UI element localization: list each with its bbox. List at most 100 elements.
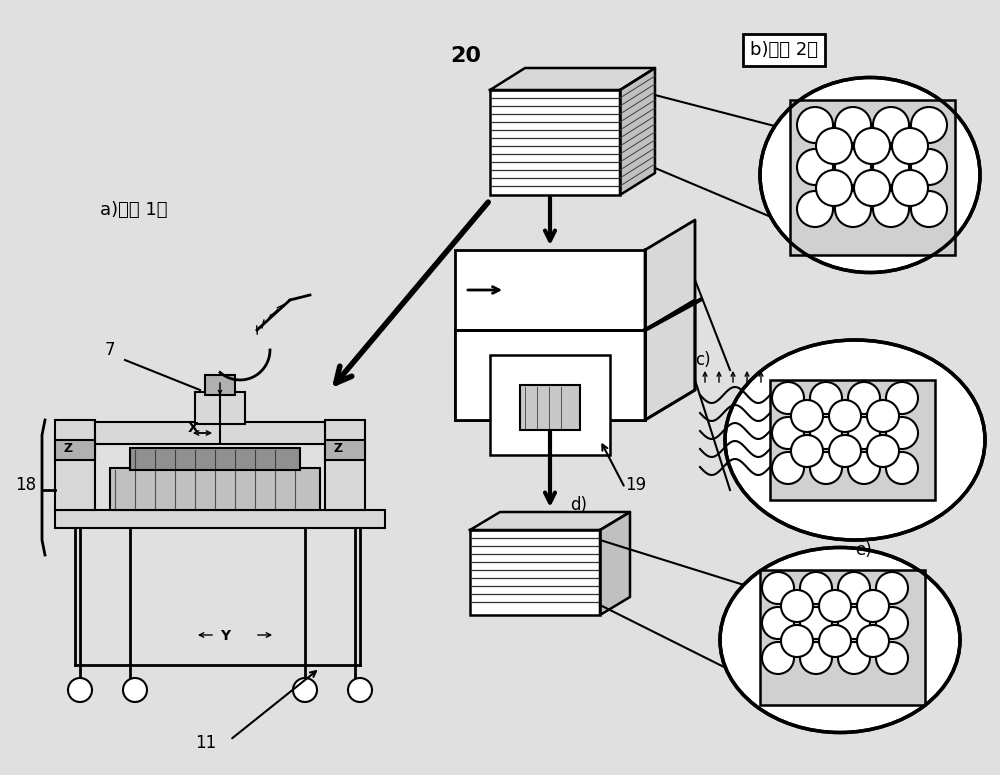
Polygon shape [490,68,655,90]
Circle shape [797,107,833,143]
Circle shape [835,149,871,185]
Text: Z: Z [333,442,342,455]
Circle shape [848,382,880,414]
Text: d): d) [570,496,587,514]
Bar [55,510,385,528]
Bar [110,468,320,510]
Circle shape [123,678,147,702]
Polygon shape [600,512,630,615]
Circle shape [791,400,823,432]
Text: 18: 18 [15,476,36,494]
Circle shape [838,607,870,639]
Circle shape [772,382,804,414]
Circle shape [810,417,842,449]
Bar [205,375,235,395]
Bar [55,420,95,510]
Circle shape [762,607,794,639]
Circle shape [829,435,861,467]
Bar [455,330,645,420]
Circle shape [848,452,880,484]
Text: 11: 11 [195,734,216,752]
Circle shape [810,382,842,414]
Bar [490,355,610,455]
Circle shape [911,149,947,185]
Text: 20: 20 [450,46,481,66]
Circle shape [829,400,861,432]
Circle shape [797,191,833,227]
Circle shape [762,572,794,604]
Bar [490,90,620,195]
Circle shape [348,678,372,702]
Bar [455,250,645,420]
Circle shape [911,191,947,227]
Ellipse shape [725,340,985,540]
Ellipse shape [760,78,980,273]
Circle shape [816,128,852,164]
Circle shape [854,128,890,164]
Bar [130,448,300,470]
Circle shape [772,417,804,449]
Circle shape [911,107,947,143]
Polygon shape [620,68,655,195]
Bar [760,570,925,705]
Text: Y: Y [220,629,230,643]
Circle shape [857,625,889,657]
Circle shape [838,572,870,604]
Circle shape [800,607,832,639]
Text: 19: 19 [625,476,646,494]
Circle shape [800,642,832,674]
Circle shape [293,678,317,702]
Circle shape [892,170,928,206]
Bar [325,420,365,510]
Circle shape [781,625,813,657]
Circle shape [854,170,890,206]
Circle shape [791,435,823,467]
Bar [95,422,325,444]
Circle shape [873,191,909,227]
Circle shape [867,400,899,432]
Bar [195,392,245,424]
Circle shape [68,678,92,702]
Circle shape [873,149,909,185]
Text: b)阶段 2：: b)阶段 2： [750,41,818,59]
Polygon shape [470,512,630,530]
Circle shape [876,607,908,639]
Circle shape [886,417,918,449]
Circle shape [892,128,928,164]
Circle shape [848,417,880,449]
Circle shape [772,452,804,484]
Circle shape [886,452,918,484]
Bar [55,440,95,460]
Circle shape [876,572,908,604]
Text: a)阶段 1：: a)阶段 1： [100,201,168,219]
Text: e): e) [855,541,872,559]
Circle shape [810,452,842,484]
Circle shape [835,107,871,143]
Circle shape [781,590,813,622]
Text: Z: Z [63,442,72,455]
Bar [325,440,365,460]
Circle shape [886,382,918,414]
Polygon shape [645,220,695,420]
Bar [470,530,600,615]
Bar [790,100,955,255]
Circle shape [835,191,871,227]
Circle shape [873,107,909,143]
Bar [520,385,580,430]
Circle shape [857,590,889,622]
Text: X: X [188,421,199,435]
Circle shape [800,572,832,604]
Bar [770,380,935,500]
Polygon shape [645,300,695,420]
Circle shape [867,435,899,467]
Text: c): c) [695,351,711,369]
Text: 7: 7 [105,341,116,359]
Ellipse shape [720,547,960,732]
Circle shape [762,642,794,674]
Circle shape [797,149,833,185]
Circle shape [816,170,852,206]
Circle shape [819,590,851,622]
Circle shape [819,625,851,657]
Circle shape [876,642,908,674]
Circle shape [838,642,870,674]
